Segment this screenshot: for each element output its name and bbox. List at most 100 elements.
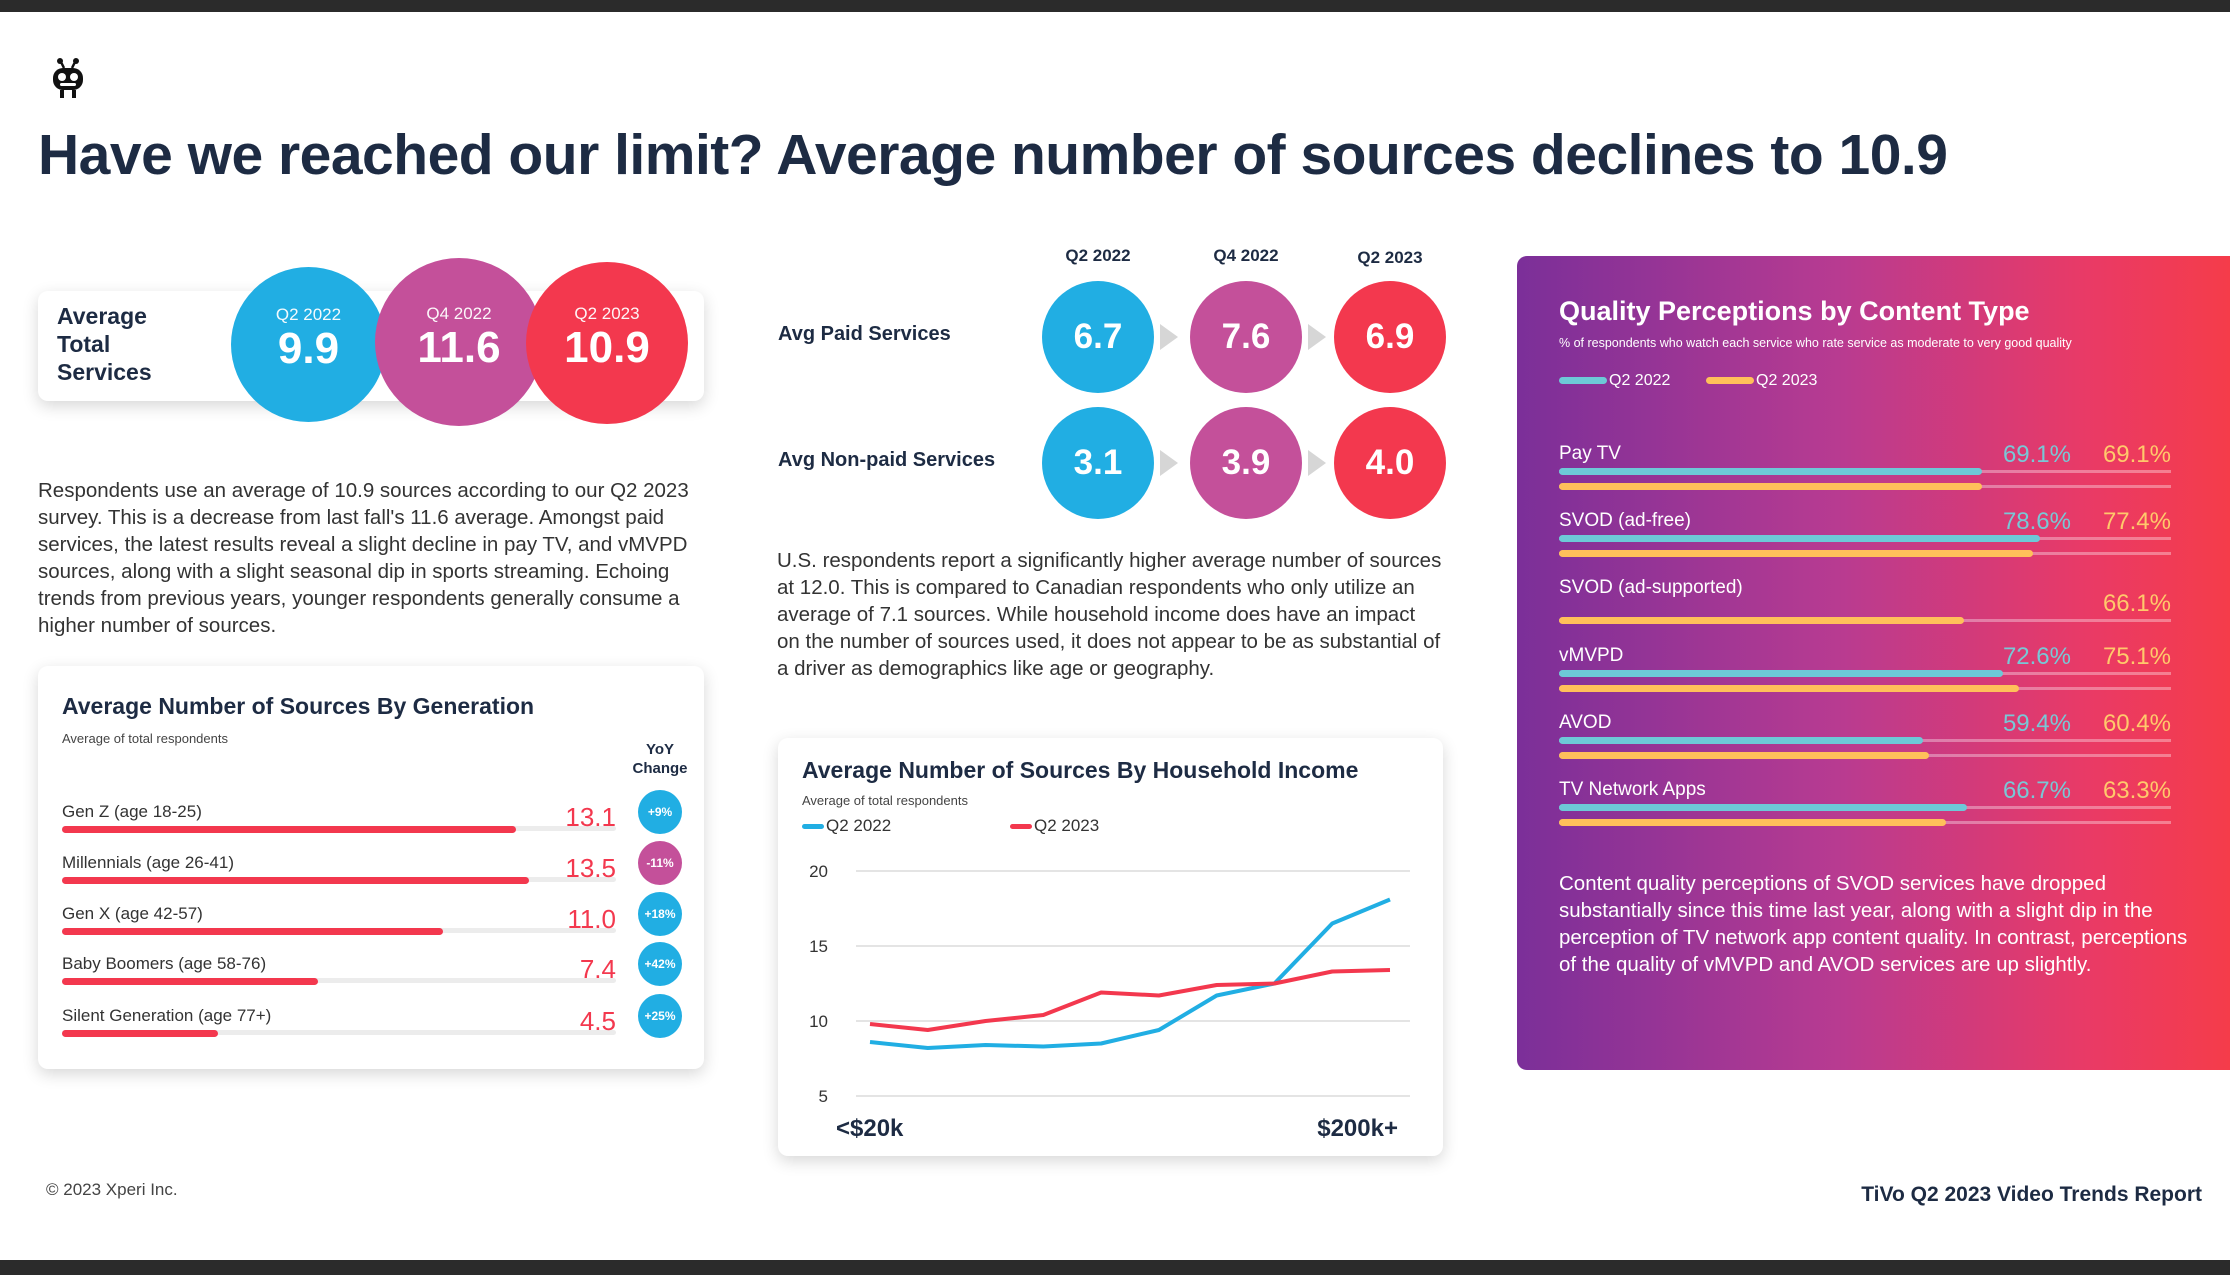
- generation-value: 7.4: [579, 954, 616, 984]
- generation-row: Baby Boomers (age 58-76) 7.4 +42%: [62, 942, 682, 994]
- series-line-q2-2022: [869, 897, 1391, 1050]
- quality-bar-q2-2023: [1559, 617, 1964, 624]
- generation-chart-subtitle: Average of total respondents: [62, 731, 228, 746]
- quality-label: TV Network Apps: [1559, 779, 1706, 800]
- period-header: Q2 2022: [1065, 246, 1131, 265]
- us-paragraph: U.S. respondents report a significantly …: [777, 549, 1442, 680]
- generation-card: [38, 666, 704, 1069]
- yoy-change-badge: +25%: [638, 994, 682, 1038]
- quality-value-q2-2023: 63.3%: [2102, 777, 2171, 804]
- generation-bar: [62, 1030, 218, 1037]
- quality-bar-q2-2022: [1559, 670, 2004, 677]
- quality-value-q2-2023: 60.4%: [2102, 710, 2171, 737]
- quality-title: Quality Perceptions by Content Type: [1559, 296, 2030, 326]
- copyright: © 2023 Xperi Inc.: [46, 1180, 178, 1199]
- arrow-right-icon: [1308, 450, 1326, 476]
- yoy-change-header: YoY Change: [632, 741, 688, 777]
- quality-legend-q2-2022: Q2 2022: [1559, 372, 1670, 390]
- row-label: Avg Paid Services: [778, 323, 951, 345]
- legend-q2-2023: Q2 2023: [1010, 816, 1099, 836]
- generation-track: [62, 978, 616, 983]
- generation-label: Gen X (age 42-57): [62, 904, 203, 923]
- generation-bar: [62, 877, 530, 884]
- service-bubble: 7.6: [1190, 281, 1302, 393]
- page-title: Have we reached our limit? Average numbe…: [38, 123, 1948, 187]
- tivo-logo-icon: [53, 58, 83, 98]
- x-tick-label: <$20k: [836, 1115, 904, 1142]
- quality-value-q2-2023: 69.1%: [2102, 441, 2171, 468]
- yoy-change-badge: +42%: [638, 942, 682, 986]
- arrow-right-icon: [1160, 450, 1178, 476]
- generation-value: 13.5: [565, 853, 616, 883]
- bubble-q4-2022: Q4 2022 11.6: [375, 258, 543, 426]
- generation-label: Silent Generation (age 77+): [62, 1006, 272, 1025]
- x-tick-label: $200k+: [1317, 1115, 1398, 1142]
- quality-bar-q2-2023: [1559, 483, 1982, 490]
- quality-bar-q2-2023: [1559, 685, 2019, 692]
- generation-chart-title: Average Number of Sources By Generation: [62, 693, 535, 719]
- generation-row: Gen X (age 42-57) 11.0 +18%: [62, 892, 682, 944]
- generation-label: Millennials (age 26-41): [62, 853, 234, 872]
- generation-value: 4.5: [579, 1006, 616, 1036]
- generation-row: Millennials (age 26-41) 13.5 -11%: [62, 841, 682, 893]
- quality-bar-q2-2022: [1559, 804, 1968, 811]
- quality-value-q2-2022: 59.4%: [2002, 710, 2071, 737]
- quality-paragraph: Content quality perceptions of SVOD serv…: [1559, 872, 2188, 976]
- legend-q2-2022: Q2 2022: [802, 816, 891, 836]
- quality-bar-q2-2022: [1559, 468, 1982, 475]
- quality-row: TV Network Apps 66.7% 63.3%: [1559, 777, 2171, 839]
- generation-bar: [62, 928, 443, 935]
- quality-label: Pay TV: [1559, 443, 1621, 464]
- legend-swatch-red: [1010, 824, 1032, 830]
- report-name: TiVo Q2 2023 Video Trends Report: [1861, 1183, 2202, 1206]
- generation-row: Gen Z (age 18-25) 13.1 +9%: [62, 790, 682, 842]
- quality-label: SVOD (ad-supported): [1559, 577, 1743, 598]
- generation-value: 11.0: [567, 904, 616, 934]
- quality-label: AVOD: [1559, 712, 1612, 733]
- service-bubble: 3.1: [1042, 407, 1154, 519]
- quality-subtitle: % of respondents who watch each service …: [1559, 336, 2072, 350]
- service-bubble: 6.7: [1042, 281, 1154, 393]
- income-chart-title: Average Number of Sources By Household I…: [802, 757, 1359, 783]
- quality-row: SVOD (ad-supported) 66.1%: [1559, 577, 2171, 637]
- bubble-q2-2023: Q2 2023 10.9: [526, 262, 688, 424]
- generation-label: Baby Boomers (age 58-76): [62, 954, 267, 973]
- quality-value-q2-2023: 77.4%: [2102, 508, 2171, 535]
- arrow-right-icon: [1308, 324, 1326, 350]
- service-bubble: 3.9: [1190, 407, 1302, 519]
- generation-value: 13.1: [565, 802, 616, 832]
- quality-row: SVOD (ad-free) 78.6% 77.4%: [1559, 508, 2171, 570]
- quality-value-q2-2022: 66.7%: [2002, 777, 2071, 804]
- income-line-chart: 5 10 15 20 <$20k $200k+: [809, 862, 1410, 1142]
- quality-label: vMVPD: [1559, 645, 1624, 666]
- avg-total-label: Average Total Services: [57, 303, 152, 385]
- y-tick-label: 20: [809, 862, 828, 881]
- quality-value-q2-2022: 78.6%: [2002, 508, 2071, 535]
- generation-row: Silent Generation (age 77+) 4.5 +25%: [62, 994, 682, 1046]
- quality-value-q2-2022: 72.6%: [2002, 643, 2071, 670]
- quality-row: Pay TV 69.1% 69.1%: [1559, 441, 2171, 503]
- legend-swatch-blue: [802, 824, 824, 830]
- quality-panel: Quality Perceptions by Content Type % of…: [1517, 256, 2230, 1070]
- generation-track: [62, 1030, 616, 1035]
- service-bubble: 6.9: [1334, 281, 1446, 393]
- quality-bar-q2-2022: [1559, 535, 2041, 542]
- service-bubble: 4.0: [1334, 407, 1446, 519]
- period-header: Q4 2022: [1213, 246, 1279, 265]
- top-border: [0, 0, 2230, 12]
- quality-legend-q2-2023: Q2 2023: [1706, 372, 1817, 390]
- quality-label: SVOD (ad-free): [1559, 510, 1691, 531]
- generation-bar: [62, 978, 319, 985]
- bottom-border: [0, 1260, 2230, 1275]
- yoy-change-badge: +18%: [638, 892, 682, 936]
- intro-paragraph: Respondents use an average of 10.9 sourc…: [38, 479, 689, 637]
- yoy-change-badge: +9%: [638, 790, 682, 834]
- yoy-change-badge: -11%: [638, 841, 682, 885]
- generation-label: Gen Z (age 18-25): [62, 802, 202, 821]
- row-label: Avg Non-paid Services: [778, 449, 996, 471]
- arrow-right-icon: [1160, 324, 1178, 350]
- y-tick-label: 5: [819, 1087, 828, 1106]
- quality-bar-q2-2023: [1559, 819, 1947, 826]
- y-tick-label: 10: [809, 1012, 828, 1031]
- quality-value-q2-2023: 75.1%: [2102, 643, 2171, 670]
